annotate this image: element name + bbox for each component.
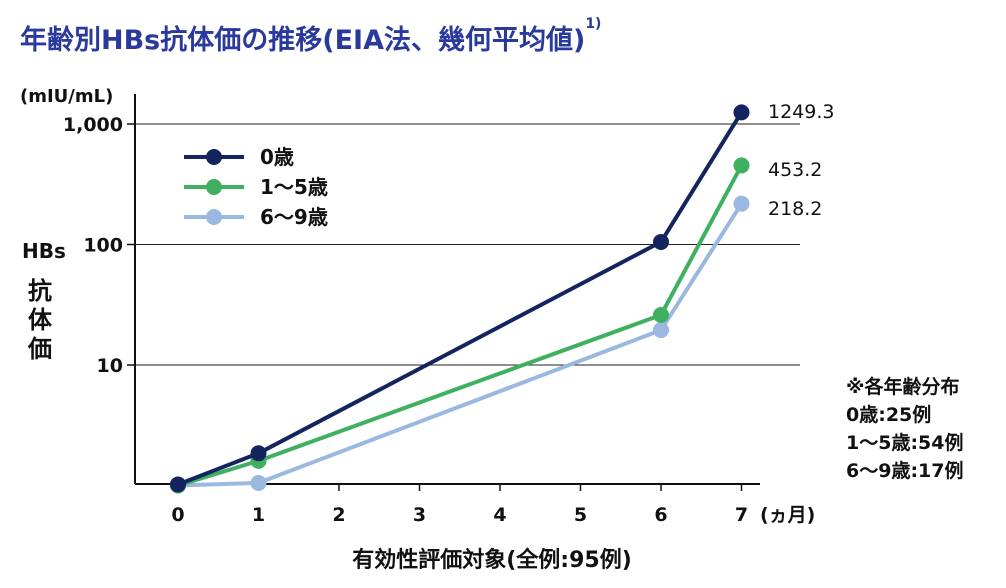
data-point-s2-x6 <box>653 322 669 339</box>
x-tick-label-2: 2 <box>332 504 345 526</box>
x-tick-label-5: 5 <box>574 504 587 526</box>
data-point-s1-x6 <box>653 306 669 323</box>
legend-label-0: 0歳 <box>260 145 294 169</box>
y-tick-label-100: 100 <box>83 235 123 257</box>
note-age6-9: 6〜9歳:17例 <box>846 460 964 482</box>
data-point-s0-x7 <box>733 104 750 121</box>
legend-marker-2 <box>206 209 222 225</box>
x-tick-label-4: 4 <box>493 504 506 526</box>
title-footnote-ref: 1) <box>585 16 602 32</box>
series-line-2 <box>177 202 744 488</box>
note-age0: 0歳:25例 <box>846 404 932 426</box>
legend-marker-0 <box>206 149 222 165</box>
legend-marker-1 <box>206 179 222 195</box>
y-tick-label-10: 10 <box>97 355 123 377</box>
end-value-label-2: 218.2 <box>768 198 822 220</box>
end-value-label-1: 453.2 <box>768 159 822 181</box>
data-point-s0-x6 <box>653 233 669 250</box>
data-point-s0-x0 <box>170 476 186 493</box>
y-unit-label: (mIU/mL) <box>20 86 113 107</box>
x-tick-label-1: 1 <box>252 504 265 526</box>
note-title: ※各年齢分布 <box>846 376 960 398</box>
data-point-s0-x1 <box>250 445 267 462</box>
legend-label-2: 6〜9歳 <box>260 205 328 229</box>
chart-title: 年齢別HBs抗体価の推移(EIA法、幾何平均値)1) <box>20 16 602 56</box>
x-axis-title: 有効性評価対象(全例:95例) <box>352 547 632 573</box>
y-axis-label-char-2: 価 <box>27 335 52 363</box>
data-point-s2-x7 <box>733 195 750 212</box>
x-tick-label-0: 0 <box>171 504 184 526</box>
y-axis-label-char-0: 抗 <box>28 277 52 305</box>
y-axis-label-char-1: 体 <box>28 306 53 334</box>
end-value-label-0: 1249.3 <box>768 101 834 123</box>
x-tick-label-7: 7 <box>735 504 748 526</box>
x-tick-label-6: 6 <box>654 504 667 526</box>
series-line-1 <box>177 164 744 488</box>
data-point-s1-x7 <box>733 157 750 174</box>
x-unit-label: (ヵ月) <box>760 504 815 526</box>
note-age1-5: 1〜5歳:54例 <box>846 432 964 454</box>
legend-label-1: 1〜5歳 <box>260 175 328 199</box>
data-point-s2-x1 <box>250 474 267 491</box>
y-tick-label-1000: 1,000 <box>63 114 123 136</box>
x-tick-label-3: 3 <box>413 504 426 526</box>
y-axis-label-hbs: HBs <box>22 239 66 263</box>
series-line-0 <box>177 111 744 487</box>
